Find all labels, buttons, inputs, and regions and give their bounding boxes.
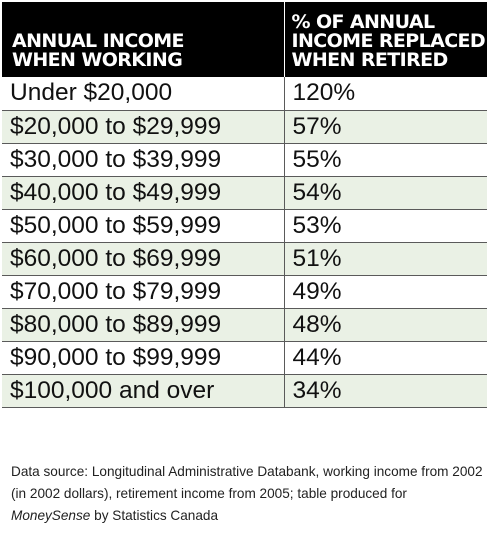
replaced-percent-cell: 34%	[283, 374, 487, 408]
income-bracket-cell: $80,000 to $89,999	[2, 308, 284, 342]
income-bracket-cell: $40,000 to $49,999	[2, 176, 284, 210]
table-row: $20,000 to $29,999 57%	[2, 110, 487, 144]
source-note-text-end: by Statistics Canada	[90, 508, 219, 523]
table-row: $80,000 to $89,999 48%	[2, 308, 487, 342]
replaced-percent-cell: 57%	[283, 110, 487, 144]
table-row: Under $20,000 120%	[2, 77, 487, 111]
income-bracket-cell: $70,000 to $79,999	[2, 275, 284, 309]
income-bracket-cell: $20,000 to $29,999	[2, 110, 284, 144]
header-line: when retired	[291, 49, 449, 71]
replaced-percent-cell: 49%	[283, 275, 487, 309]
header-line: Annual income	[12, 30, 185, 52]
table-row: $90,000 to $99,999 44%	[2, 341, 487, 375]
source-note-text: Data source: Longitudinal Administrative…	[11, 464, 483, 501]
source-note: Data source: Longitudinal Administrative…	[11, 461, 483, 527]
table-container: Annual income when working % of annual i…	[2, 2, 487, 408]
income-replacement-table: Annual income when working % of annual i…	[2, 2, 487, 408]
replaced-percent-cell: 120%	[283, 77, 487, 111]
header-line: when working	[12, 49, 183, 71]
income-bracket-cell: $90,000 to $99,999	[2, 341, 284, 375]
replaced-percent-cell: 55%	[283, 143, 487, 177]
replaced-percent-cell: 51%	[283, 242, 487, 276]
income-bracket-cell: $50,000 to $59,999	[2, 209, 284, 243]
table-header-row: Annual income when working % of annual i…	[2, 2, 487, 77]
table-row: $50,000 to $59,999 53%	[2, 209, 487, 243]
replaced-percent-cell: 44%	[283, 341, 487, 375]
income-bracket-cell: $100,000 and over	[2, 374, 284, 408]
table-row: $70,000 to $79,999 49%	[2, 275, 487, 309]
table-row: $40,000 to $49,999 54%	[2, 176, 487, 210]
source-note-emphasis: MoneySense	[11, 508, 91, 523]
income-bracket-cell: $30,000 to $39,999	[2, 143, 284, 177]
table-row: $30,000 to $39,999 55%	[2, 143, 487, 177]
replaced-percent-cell: 54%	[283, 176, 487, 210]
income-bracket-cell: Under $20,000	[2, 77, 284, 111]
table-row: $100,000 and over 34%	[2, 374, 487, 408]
table-body: Under $20,000 120% $20,000 to $29,999 57% $3…	[2, 77, 487, 408]
replaced-percent-cell: 48%	[283, 308, 487, 342]
replaced-percent-cell: 53%	[283, 209, 487, 243]
header-percent-replaced: % of annual income replaced when retired	[283, 2, 487, 77]
header-line: % of annual	[291, 11, 436, 33]
header-annual-income: Annual income when working	[2, 2, 284, 77]
table-row: $60,000 to $69,999 51%	[2, 242, 487, 276]
header-line: income replaced	[291, 30, 486, 52]
income-bracket-cell: $60,000 to $69,999	[2, 242, 284, 276]
